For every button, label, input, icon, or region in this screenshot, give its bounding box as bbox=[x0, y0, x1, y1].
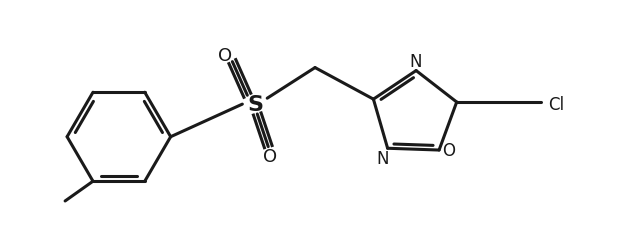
Text: S: S bbox=[247, 95, 263, 115]
Text: O: O bbox=[218, 46, 232, 64]
Text: O: O bbox=[263, 148, 277, 166]
Text: N: N bbox=[376, 150, 389, 167]
Text: N: N bbox=[410, 52, 422, 70]
Text: Cl: Cl bbox=[548, 95, 564, 114]
Text: O: O bbox=[442, 142, 456, 159]
